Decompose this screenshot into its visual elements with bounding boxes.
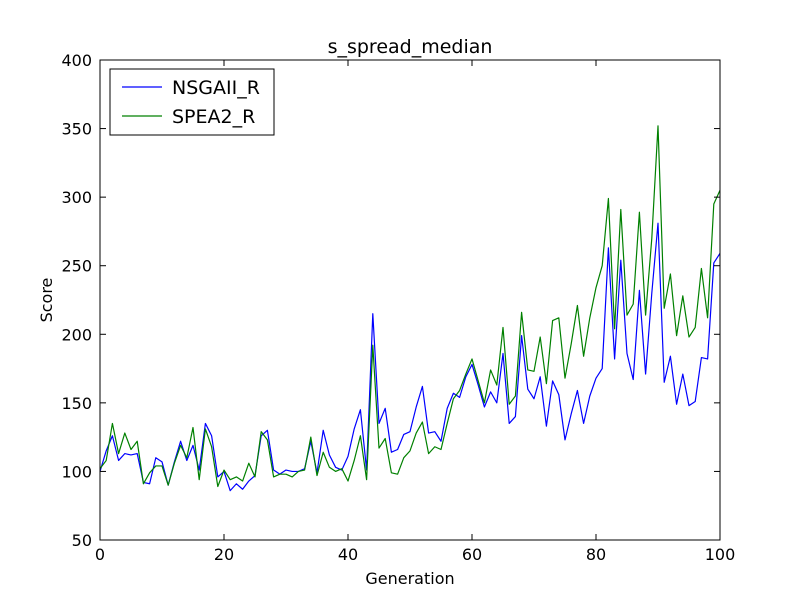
legend: NSGAII_R SPEA2_R: [109, 68, 275, 136]
x-tick-label: 100: [705, 545, 736, 564]
x-tick-label: 0: [95, 545, 105, 564]
legend-box: [109, 68, 275, 136]
chart-title: s_spread_median: [328, 36, 493, 58]
x-tick-label: 80: [586, 545, 606, 564]
y-tick-label: 150: [61, 394, 92, 413]
y-tick-label: 50: [72, 531, 92, 550]
x-tick-label: 20: [214, 545, 234, 564]
y-tick-label: 350: [61, 120, 92, 139]
y-tick-label: 200: [61, 325, 92, 344]
y-tick-label: 400: [61, 51, 92, 70]
plot-frame: [99, 59, 721, 541]
x-axis-label: Generation: [365, 569, 454, 588]
series-line-spea2-r: [99, 125, 721, 488]
y-axis-label: Score: [37, 278, 56, 323]
legend-label-spea2: SPEA2_R: [172, 106, 255, 128]
y-tick-label: 250: [61, 257, 92, 276]
legend-label-nsgaii: NSGAII_R: [172, 77, 260, 99]
x-tick-label: 60: [462, 545, 482, 564]
y-tick-label: 100: [61, 462, 92, 481]
series-line-nsgaii-r: [99, 222, 721, 492]
x-tick-label: 40: [338, 545, 358, 564]
y-tick-label: 300: [61, 188, 92, 207]
